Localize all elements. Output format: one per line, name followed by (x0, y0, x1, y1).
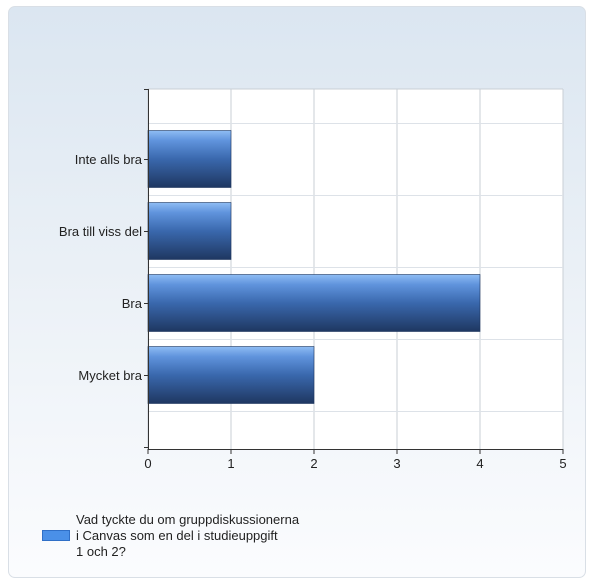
bars (147, 130, 481, 404)
legend-line: i Canvas som en del i studieuppgift (76, 528, 278, 543)
x-tick-label: 5 (559, 456, 566, 471)
legend: Vad tyckte du om gruppdiskussionerna i C… (42, 512, 362, 572)
x-tick-label: 0 (144, 456, 151, 471)
x-tick-label: 3 (393, 456, 400, 471)
axes (144, 89, 564, 454)
bar (147, 346, 315, 404)
category-label: Mycket bra (78, 368, 142, 383)
x-tick-label: 4 (476, 456, 483, 471)
legend-line: Vad tyckte du om gruppdiskussionerna (76, 512, 300, 527)
x-tick-labels: 0 1 2 3 4 5 (144, 456, 566, 471)
category-label: Bra till viss del (59, 224, 142, 239)
x-tick-label: 2 (310, 456, 317, 471)
legend-label: Vad tyckte du om gruppdiskussionerna i C… (76, 512, 356, 560)
category-label: Inte alls bra (75, 152, 143, 167)
category-labels: Inte alls bra Bra till viss del Bra Mycket … (59, 152, 143, 383)
bar (147, 130, 232, 188)
category-label: Bra (122, 296, 143, 311)
legend-line: 1 och 2? (76, 544, 126, 559)
x-tick-label: 1 (227, 456, 234, 471)
legend-swatch (42, 530, 70, 541)
bar (147, 202, 232, 260)
bar (147, 274, 481, 332)
